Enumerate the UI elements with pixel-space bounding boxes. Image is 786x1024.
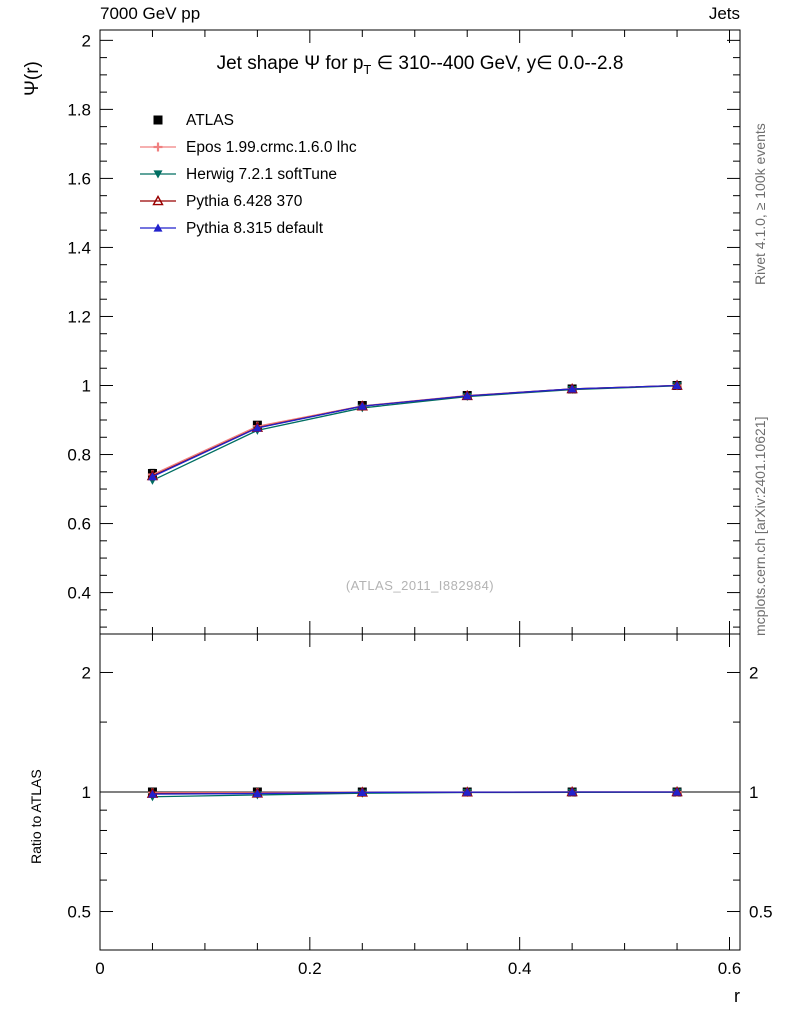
plot-title-pre: Jet shape Ψ for p — [216, 53, 364, 74]
svg-text:Herwig 7.2.1 softTune: Herwig 7.2.1 softTune — [186, 166, 337, 183]
svg-text:2: 2 — [82, 31, 91, 50]
svg-text:1: 1 — [82, 783, 91, 802]
svg-text:1: 1 — [749, 783, 758, 802]
series-herwig-7-2-1-softtune — [147, 788, 682, 802]
x-axis-ticks-ratio: 0 0.2 0.4 0.6 — [95, 634, 741, 978]
panel-main: 0.4 0.6 0.8 1 1.2 1.4 1.6 1.8 2 — [67, 29, 741, 635]
svg-text:Epos 1.99.crmc.1.6.0 lhc: Epos 1.99.crmc.1.6.0 lhc — [186, 139, 357, 156]
svg-text:Pythia 6.428 370: Pythia 6.428 370 — [186, 193, 303, 210]
process-label: Jets — [708, 4, 740, 23]
y-axis-label-ratio: Ratio to ATLAS — [28, 769, 44, 864]
mcplots-credit-label: mcplots.cern.ch [arXiv:2401.10621] — [752, 416, 768, 636]
svg-text:0.6: 0.6 — [67, 515, 91, 534]
svg-text:1.6: 1.6 — [67, 169, 91, 188]
svg-text:0.4: 0.4 — [508, 959, 532, 978]
series-pythia-8-315-default — [147, 380, 682, 481]
svg-text:0.6: 0.6 — [718, 959, 742, 978]
svg-text:ATLAS: ATLAS — [186, 112, 234, 129]
y-axis-ticks-ratio: 0.5 0.5 1 1 2 2 — [67, 663, 773, 951]
x-axis-label: r — [734, 986, 740, 1006]
series-atlas — [147, 380, 682, 479]
plot-title: Jet shape Ψ for pT ∈ 310--400 GeV, y∈ 0.… — [100, 52, 740, 77]
y-axis-ticks-main: 0.4 0.6 0.8 1 1.2 1.4 1.6 1.8 2 — [67, 31, 740, 628]
svg-text:0.5: 0.5 — [749, 903, 773, 922]
svg-text:0.2: 0.2 — [298, 959, 322, 978]
svg-text:1.4: 1.4 — [67, 238, 91, 257]
y-axis-label-main: Ψ(r) — [22, 61, 43, 96]
legend-item-herwig-7-2-1-softtune: Herwig 7.2.1 softTune — [140, 166, 337, 183]
svg-text:0.4: 0.4 — [67, 584, 91, 603]
rivet-version-label: Rivet 4.1.0, ≥ 100k events — [752, 123, 768, 285]
svg-text:2: 2 — [82, 663, 91, 682]
beam-info-label: 7000 GeV pp — [100, 4, 201, 23]
svg-text:1.8: 1.8 — [67, 100, 91, 119]
panel-ratio: 0.5 0.5 1 1 2 2 0 0.2 0.4 0.6 — [67, 633, 773, 978]
legend-item-pythia-8-315-default: Pythia 8.315 default — [140, 220, 324, 237]
plot-title-sub: T — [363, 61, 372, 77]
series-pythia-8-315-default — [147, 787, 682, 798]
legend-item-pythia-6-428-370: Pythia 6.428 370 — [140, 193, 303, 210]
series-epos-1-99-crmc-1-6-0-lhc — [147, 380, 682, 480]
series-herwig-7-2-1-softtune — [147, 382, 682, 485]
plot-title-post: ∈ 310--400 GeV, y∈ 0.0--2.8 — [371, 53, 624, 74]
svg-text:0.8: 0.8 — [67, 446, 91, 465]
svg-text:0.5: 0.5 — [67, 903, 91, 922]
svg-text:1.2: 1.2 — [67, 307, 91, 326]
svg-text:0: 0 — [95, 959, 104, 978]
svg-text:2: 2 — [749, 663, 758, 682]
analysis-id-watermark: (ATLAS_2011_I882984) — [345, 578, 495, 593]
x-axis-ticks-main — [99, 30, 731, 634]
legend-item-atlas: ATLAS — [153, 112, 234, 129]
svg-text:Pythia 8.315 default: Pythia 8.315 default — [186, 220, 324, 237]
legend: ATLAS Epos 1.99.crmc.1.6.0 lhc Herwig 7.2.… — [140, 112, 357, 237]
svg-text:1: 1 — [82, 376, 91, 395]
series-pythia-6-428-370 — [146, 379, 683, 481]
legend-item-epos-1-99-crmc-1-6-0-lhc: Epos 1.99.crmc.1.6.0 lhc — [140, 139, 357, 156]
